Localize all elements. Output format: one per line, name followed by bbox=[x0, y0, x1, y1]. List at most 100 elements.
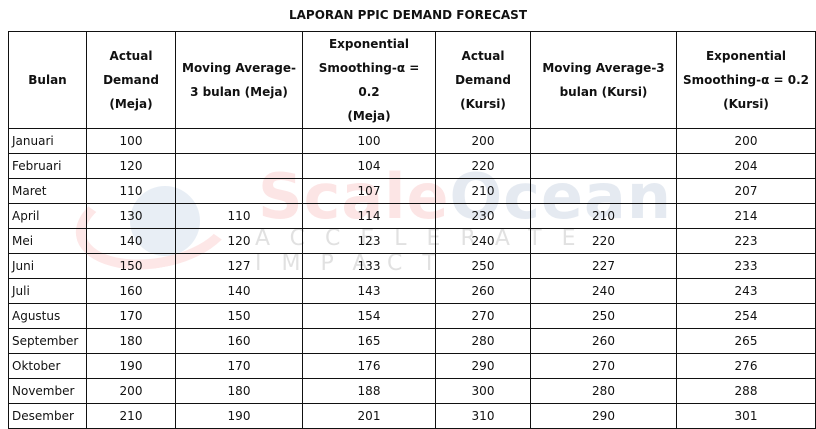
col-ma-meja-cell: 160 bbox=[175, 328, 303, 354]
col-actual-kursi-cell: 280 bbox=[435, 328, 531, 354]
col-es-kursi-cell: 214 bbox=[676, 203, 816, 229]
col-actual-meja-cell: 150 bbox=[86, 253, 176, 279]
col-actual-kursi-cell: 310 bbox=[435, 403, 531, 429]
col-es-meja-cell: 123 bbox=[302, 228, 436, 254]
header-line: Actual bbox=[109, 49, 153, 63]
table-row: Maret 110 107 210 207 bbox=[8, 178, 816, 204]
col-actual-kursi-cell: 240 bbox=[435, 228, 531, 254]
header-line: 3 bulan (Meja) bbox=[190, 85, 288, 99]
col-ma-kursi-cell: 280 bbox=[530, 378, 677, 404]
col-ma-kursi-cell bbox=[530, 178, 677, 204]
table-row: Mei 140 120 123 240 220 223 bbox=[8, 228, 816, 254]
header-line: Bulan bbox=[28, 73, 67, 87]
col-ma-kursi-cell: 290 bbox=[530, 403, 677, 429]
col-es-meja-cell: 176 bbox=[302, 353, 436, 379]
col-es-kursi-cell: 243 bbox=[676, 278, 816, 304]
col-month-cell: Oktober bbox=[8, 353, 87, 379]
col-es-meja-cell: 100 bbox=[302, 128, 436, 154]
col-ma-meja-cell: 180 bbox=[175, 378, 303, 404]
col-ma-meja-cell: 190 bbox=[175, 403, 303, 429]
header-row: Bulan Actual Demand (Meja) Moving Average- 3 … bbox=[8, 31, 816, 129]
col-es-kursi-cell: 288 bbox=[676, 378, 816, 404]
col-es-meja-cell: 154 bbox=[302, 303, 436, 329]
col-actual-meja-cell: 160 bbox=[86, 278, 176, 304]
table-row: April 130 110 114 230 210 214 bbox=[8, 203, 816, 229]
col-es-meja-cell: 143 bbox=[302, 278, 436, 304]
table-row: Juni 150 127 133 250 227 233 bbox=[8, 253, 816, 279]
col-ma-kursi-cell: 227 bbox=[530, 253, 677, 279]
table-row: Juli 160 140 143 260 240 243 bbox=[8, 278, 816, 304]
col-actual-meja-cell: 190 bbox=[86, 353, 176, 379]
col-ma-meja-cell: 170 bbox=[175, 353, 303, 379]
header-col-es-kursi: Exponential Smoothing-α = 0.2 (Kursi) bbox=[676, 31, 816, 129]
col-es-kursi-cell: 207 bbox=[676, 178, 816, 204]
header-line: Moving Average-3 bbox=[542, 61, 665, 75]
col-actual-kursi-cell: 300 bbox=[435, 378, 531, 404]
table-body: Januari 100 100 200 200 Februari 120 104 220 204 M… bbox=[8, 128, 816, 429]
header-line: Demand bbox=[455, 73, 511, 87]
col-month-cell: Agustus bbox=[8, 303, 87, 329]
col-es-kursi-cell: 233 bbox=[676, 253, 816, 279]
col-ma-meja-cell: 110 bbox=[175, 203, 303, 229]
col-es-kursi-cell: 204 bbox=[676, 153, 816, 179]
col-month-cell: September bbox=[8, 328, 87, 354]
col-es-kursi-cell: 276 bbox=[676, 353, 816, 379]
col-ma-meja-cell: 150 bbox=[175, 303, 303, 329]
col-actual-meja-cell: 210 bbox=[86, 403, 176, 429]
col-es-kursi-cell: 301 bbox=[676, 403, 816, 429]
col-es-meja-cell: 201 bbox=[302, 403, 436, 429]
col-actual-kursi-cell: 250 bbox=[435, 253, 531, 279]
col-ma-meja-cell: 120 bbox=[175, 228, 303, 254]
col-es-meja-cell: 133 bbox=[302, 253, 436, 279]
table-row: September 180 160 165 280 260 265 bbox=[8, 328, 816, 354]
header-line: (Meja) bbox=[347, 109, 391, 123]
col-actual-kursi-cell: 260 bbox=[435, 278, 531, 304]
header-line: Smoothing-α = 0.2 bbox=[682, 73, 810, 87]
header-line: Exponential bbox=[705, 49, 787, 63]
col-actual-meja-cell: 100 bbox=[86, 128, 176, 154]
col-month-cell: Januari bbox=[8, 128, 87, 154]
col-actual-meja-cell: 140 bbox=[86, 228, 176, 254]
report-title: LAPORAN PPIC DEMAND FORECAST bbox=[288, 8, 528, 22]
col-actual-kursi-cell: 200 bbox=[435, 128, 531, 154]
col-es-meja-cell: 114 bbox=[302, 203, 436, 229]
col-actual-meja-cell: 120 bbox=[86, 153, 176, 179]
col-month-cell: April bbox=[8, 203, 87, 229]
col-actual-meja-cell: 110 bbox=[86, 178, 176, 204]
forecast-table: Bulan Actual Demand (Meja) Moving Average- 3 … bbox=[8, 31, 816, 429]
header-col-month: Bulan bbox=[8, 31, 87, 129]
col-ma-kursi-cell: 220 bbox=[530, 228, 677, 254]
header-line: (Kursi) bbox=[723, 97, 769, 111]
col-ma-meja-cell bbox=[175, 178, 303, 204]
col-ma-kursi-cell: 240 bbox=[530, 278, 677, 304]
col-actual-kursi-cell: 270 bbox=[435, 303, 531, 329]
col-ma-kursi-cell: 260 bbox=[530, 328, 677, 354]
col-month-cell: November bbox=[8, 378, 87, 404]
col-es-kursi-cell: 223 bbox=[676, 228, 816, 254]
col-es-kursi-cell: 254 bbox=[676, 303, 816, 329]
col-month-cell: Desember bbox=[8, 403, 87, 429]
col-ma-meja-cell bbox=[175, 153, 303, 179]
col-ma-meja-cell: 127 bbox=[175, 253, 303, 279]
header-line: Demand bbox=[103, 73, 159, 87]
col-ma-kursi-cell bbox=[530, 153, 677, 179]
header-line: Smoothing-α = 0.2 bbox=[318, 61, 420, 99]
col-actual-meja-cell: 200 bbox=[86, 378, 176, 404]
col-es-meja-cell: 165 bbox=[302, 328, 436, 354]
col-es-kursi-cell: 200 bbox=[676, 128, 816, 154]
col-es-meja-cell: 107 bbox=[302, 178, 436, 204]
col-actual-meja-cell: 170 bbox=[86, 303, 176, 329]
col-ma-kursi-cell: 270 bbox=[530, 353, 677, 379]
col-actual-meja-cell: 130 bbox=[86, 203, 176, 229]
col-ma-kursi-cell: 250 bbox=[530, 303, 677, 329]
col-actual-kursi-cell: 230 bbox=[435, 203, 531, 229]
table-row: Februari 120 104 220 204 bbox=[8, 153, 816, 179]
header-col-actual-kursi: Actual Demand (Kursi) bbox=[435, 31, 531, 129]
col-ma-meja-cell: 140 bbox=[175, 278, 303, 304]
col-month-cell: Juni bbox=[8, 253, 87, 279]
col-month-cell: Maret bbox=[8, 178, 87, 204]
col-ma-meja-cell bbox=[175, 128, 303, 154]
col-month-cell: Mei bbox=[8, 228, 87, 254]
col-es-kursi-cell: 265 bbox=[676, 328, 816, 354]
header-line: bulan (Kursi) bbox=[559, 85, 648, 99]
